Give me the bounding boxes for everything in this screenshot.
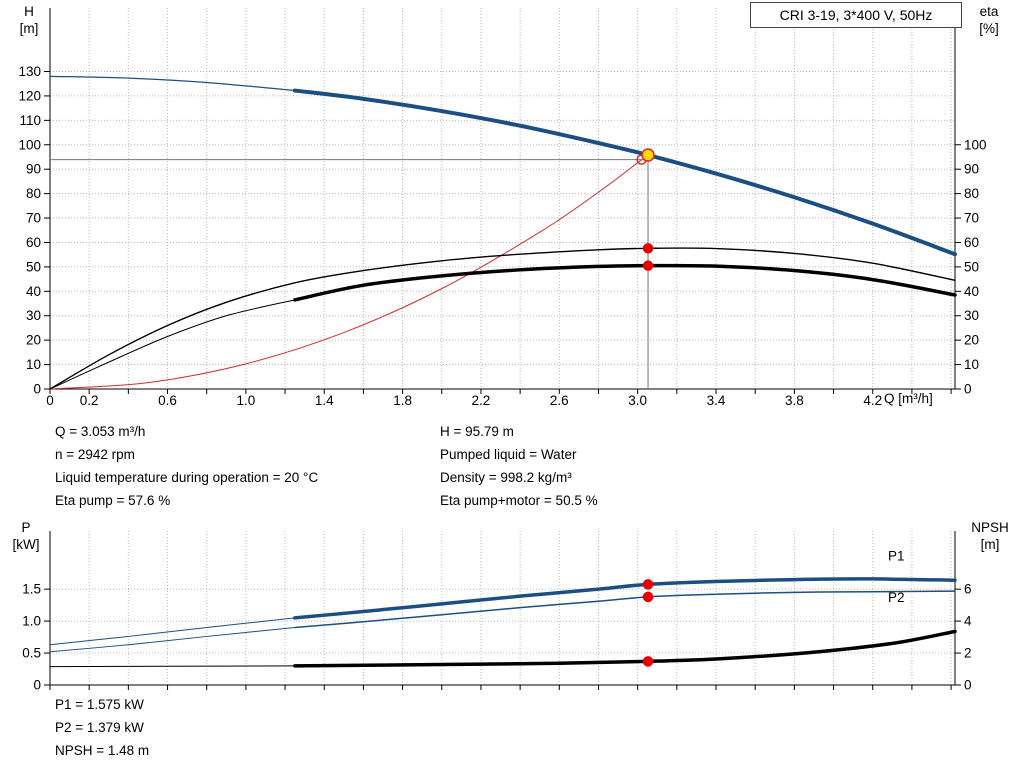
y-left-tick-label: 100 bbox=[18, 137, 41, 152]
y-right-tick-label: 2 bbox=[964, 646, 972, 661]
eta-axis-title-unit: [%] bbox=[979, 21, 999, 36]
p2-curve-lead bbox=[49, 626, 296, 653]
y-left-tick-label: 60 bbox=[26, 235, 41, 250]
y-left-tick-label: 90 bbox=[26, 162, 41, 177]
x-tick-label: 1.4 bbox=[315, 393, 334, 408]
y-left-tick-label: 0 bbox=[33, 678, 41, 693]
x-tick-label: 2.6 bbox=[550, 393, 569, 408]
info-pumped-liquid: Pumped liquid = Water bbox=[440, 447, 577, 462]
y-right-tick-label: 4 bbox=[964, 614, 972, 629]
series-label-P1: P1 bbox=[888, 548, 905, 563]
pump-designation: CRI 3-19, 3*400 V, 50Hz bbox=[750, 2, 962, 28]
y-right-tick-label: 30 bbox=[964, 308, 979, 323]
y-right-tick-label: 70 bbox=[964, 211, 979, 226]
power-info-block: P1 = 1.575 kW P2 = 1.379 kW NPSH = 1.48 … bbox=[55, 693, 149, 762]
y-left-tick-label: 1.0 bbox=[22, 614, 41, 629]
y-left-tick-label: 50 bbox=[26, 259, 41, 274]
p2-curve bbox=[294, 590, 956, 629]
eta-axis-title-symbol: eta bbox=[979, 4, 999, 19]
y-right-tick-label: 6 bbox=[964, 582, 972, 597]
info-density: Density = 998.2 kg/m³ bbox=[440, 470, 572, 485]
qh-curve-lead bbox=[49, 75, 296, 92]
y-left-tick-label: 130 bbox=[18, 64, 41, 79]
eta-pump-point bbox=[642, 243, 654, 254]
p1-curve bbox=[293, 577, 957, 620]
y-right-tick-label: 10 bbox=[964, 357, 979, 372]
y-right-tick-label: 100 bbox=[964, 137, 987, 152]
system-curve bbox=[49, 159, 643, 390]
y-right-tick-label: 80 bbox=[964, 186, 979, 201]
x-tick-label: 3.8 bbox=[785, 393, 804, 408]
npsh-point bbox=[642, 656, 654, 667]
eta-pump-motor-lead bbox=[49, 299, 296, 390]
duty-point[interactable] bbox=[641, 148, 655, 162]
y-right-tick-label: 0 bbox=[964, 382, 972, 397]
y-left-tick-label: 0 bbox=[33, 382, 41, 397]
x-tick-label: 0 bbox=[46, 393, 54, 408]
x-tick-label: 3.0 bbox=[628, 393, 647, 408]
eta-axis-title: eta [%] bbox=[966, 3, 1012, 37]
npsh-axis-title-unit: [m] bbox=[980, 537, 1000, 552]
y-left-tick-label: 0.5 bbox=[22, 646, 41, 661]
info-eta-pump-motor: Eta pump+motor = 50.5 % bbox=[440, 493, 598, 508]
p-axis-title: P [kW] bbox=[4, 519, 48, 553]
info-p2: P2 = 1.379 kW bbox=[55, 720, 144, 735]
info-speed: n = 2942 rpm bbox=[55, 447, 135, 462]
y-right-tick-label: 50 bbox=[964, 259, 979, 274]
info-p1: P1 = 1.575 kW bbox=[55, 697, 144, 712]
y-left-tick-label: 30 bbox=[26, 308, 41, 323]
qh-curve bbox=[292, 88, 957, 257]
y-left-tick-label: 20 bbox=[26, 333, 41, 348]
x-tick-label: 1.0 bbox=[236, 393, 255, 408]
x-tick-label: 0.2 bbox=[80, 393, 99, 408]
info-liquid-temp: Liquid temperature during operation = 20… bbox=[55, 470, 319, 485]
h-axis-title-symbol: H bbox=[24, 4, 34, 19]
y-right-tick-label: 40 bbox=[964, 284, 979, 299]
p2-point bbox=[642, 591, 654, 603]
info-npsh: NPSH = 1.48 m bbox=[55, 743, 150, 758]
duty-info-left-column: Q = 3.053 m³/h n = 2942 rpm Liquid tempe… bbox=[55, 420, 318, 512]
y-right-tick-label: 20 bbox=[964, 333, 979, 348]
p1-curve-lead bbox=[49, 617, 296, 646]
y-right-tick-label: 0 bbox=[964, 678, 972, 693]
x-tick-label: 4.2 bbox=[863, 393, 882, 408]
y-left-tick-label: 80 bbox=[26, 186, 41, 201]
y-left-tick-label: 120 bbox=[18, 88, 41, 103]
series-label-P2: P2 bbox=[888, 590, 905, 605]
y-right-tick-label: 90 bbox=[964, 162, 979, 177]
y-left-tick-label: 1.5 bbox=[22, 582, 41, 597]
eta-pump-motor-point bbox=[642, 260, 654, 271]
npsh-curve bbox=[293, 629, 957, 668]
y-left-tick-label: 10 bbox=[26, 357, 41, 372]
p-axis-title-symbol: P bbox=[21, 520, 31, 535]
p-axis-title-unit: [kW] bbox=[12, 537, 40, 552]
info-eta-pump: Eta pump = 57.6 % bbox=[55, 493, 171, 508]
y-left-tick-label: 70 bbox=[26, 211, 41, 226]
eta-pump-motor-curve bbox=[293, 263, 957, 302]
x-tick-label: 1.8 bbox=[393, 393, 412, 408]
npsh-curve-lead bbox=[49, 665, 296, 668]
duty-info-right-column: H = 95.79 m Pumped liquid = Water Densit… bbox=[440, 420, 598, 512]
q-axis-title: Q [m³/h] bbox=[884, 391, 933, 406]
y-left-tick-label: 40 bbox=[26, 284, 41, 299]
info-h: H = 95.79 m bbox=[440, 424, 514, 439]
h-axis-title: H [m] bbox=[8, 3, 50, 37]
info-q: Q = 3.053 m³/h bbox=[55, 424, 146, 439]
npsh-axis-title-symbol: NPSH bbox=[971, 520, 1009, 535]
npsh-axis-title: NPSH [m] bbox=[962, 519, 1018, 553]
p1-point bbox=[642, 579, 654, 590]
y-right-tick-label: 60 bbox=[964, 235, 979, 250]
eta-pump-curve bbox=[49, 247, 956, 390]
x-tick-label: 3.4 bbox=[707, 393, 726, 408]
y-left-tick-label: 110 bbox=[19, 113, 41, 128]
x-tick-label: 2.2 bbox=[472, 393, 491, 408]
x-tick-label: 0.6 bbox=[158, 393, 177, 408]
h-axis-title-unit: [m] bbox=[19, 21, 39, 36]
